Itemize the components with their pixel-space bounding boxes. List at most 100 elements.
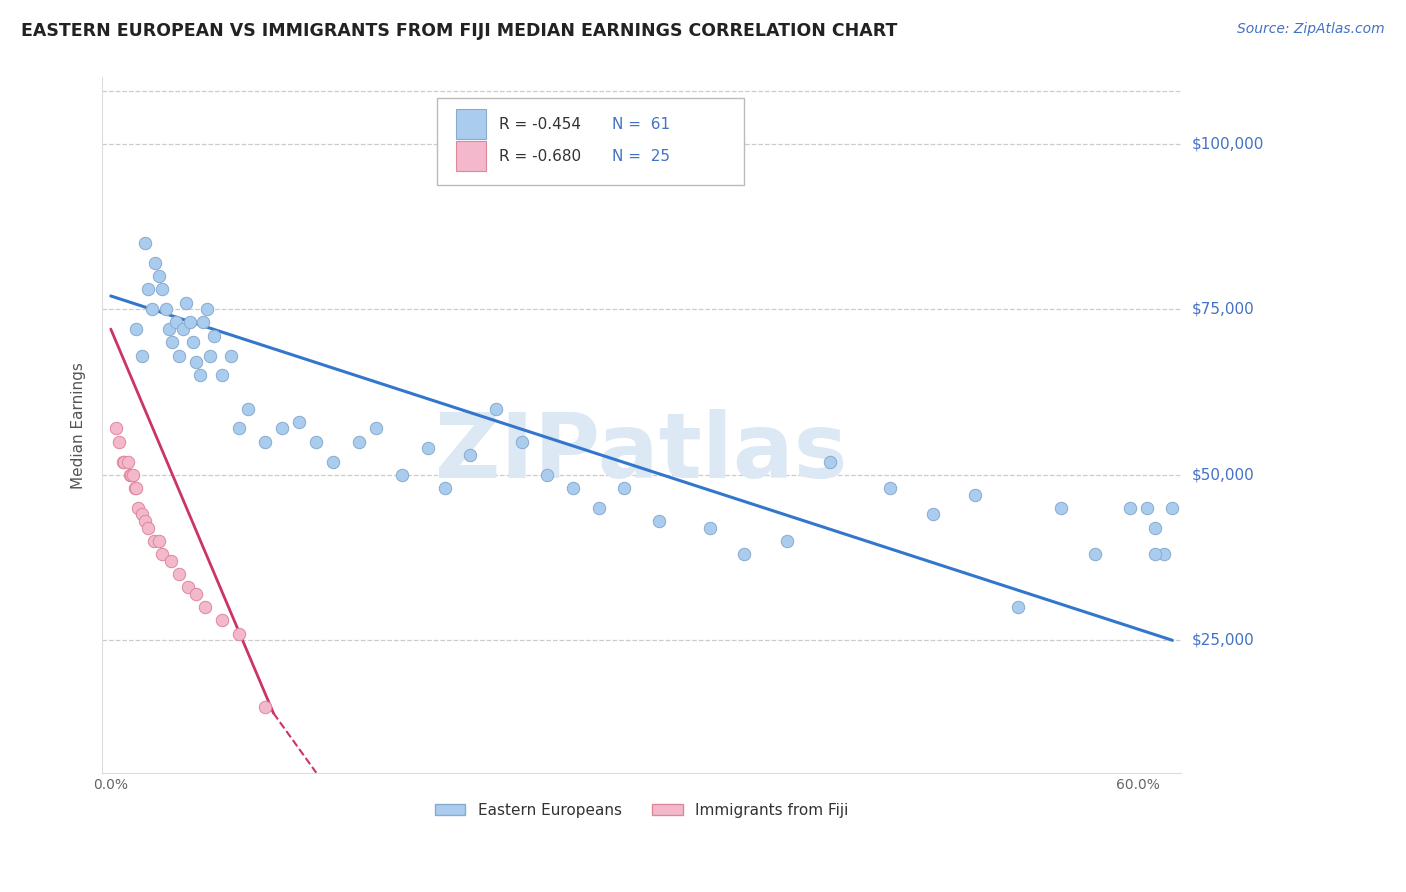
Point: [155, 302, 177, 317]
Point: [613, 481, 636, 495]
FancyBboxPatch shape: [437, 98, 744, 186]
Text: ZIPatlas: ZIPatlas: [436, 409, 848, 497]
Point: [236, 401, 259, 416]
Point: [134, 235, 156, 250]
Point: [776, 533, 799, 548]
Point: [1007, 600, 1029, 615]
Point: [1136, 500, 1159, 515]
Point: [150, 547, 173, 561]
Point: [588, 500, 610, 515]
Point: [179, 315, 201, 329]
Point: [104, 421, 127, 435]
Point: [1118, 500, 1140, 515]
Point: [114, 454, 136, 468]
Point: [536, 467, 558, 482]
Point: [699, 521, 721, 535]
Point: [194, 600, 217, 615]
Text: EASTERN EUROPEAN VS IMMIGRANTS FROM FIJI MEDIAN EARNINGS CORRELATION CHART: EASTERN EUROPEAN VS IMMIGRANTS FROM FIJI…: [21, 22, 897, 40]
Point: [122, 467, 145, 482]
Point: [195, 302, 218, 317]
Text: N =  61: N = 61: [613, 117, 671, 131]
Point: [921, 508, 943, 522]
Point: [347, 434, 370, 449]
Point: [288, 415, 311, 429]
Point: [177, 580, 200, 594]
Point: [1144, 521, 1167, 535]
Point: [157, 322, 180, 336]
Y-axis label: Median Earnings: Median Earnings: [72, 361, 86, 489]
FancyBboxPatch shape: [456, 110, 486, 138]
Point: [186, 355, 208, 369]
Point: [150, 282, 173, 296]
Point: [1144, 547, 1167, 561]
Text: $100,000: $100,000: [1192, 136, 1264, 151]
Point: [485, 401, 508, 416]
Point: [211, 368, 233, 383]
Point: [131, 349, 153, 363]
Point: [562, 481, 585, 495]
Point: [181, 335, 204, 350]
Point: [138, 282, 160, 296]
Text: R = -0.680: R = -0.680: [499, 148, 581, 163]
Point: [125, 322, 148, 336]
Point: [253, 434, 276, 449]
Point: [648, 514, 671, 528]
Point: [159, 554, 181, 568]
Point: [138, 521, 160, 535]
Point: [125, 481, 148, 495]
Point: [1161, 500, 1184, 515]
Point: [117, 454, 139, 468]
Point: [174, 295, 197, 310]
Legend: Eastern Europeans, Immigrants from Fiji: Eastern Europeans, Immigrants from Fiji: [429, 797, 855, 824]
Point: [391, 467, 413, 482]
Point: [111, 454, 134, 468]
Point: [460, 448, 482, 462]
Point: [228, 421, 250, 435]
Point: [169, 349, 191, 363]
Point: [219, 349, 242, 363]
Point: [433, 481, 456, 495]
Point: [148, 533, 170, 548]
Point: [1050, 500, 1073, 515]
Point: [818, 454, 841, 468]
Point: [965, 488, 987, 502]
Point: [141, 302, 163, 317]
Point: [118, 467, 141, 482]
Point: [142, 533, 165, 548]
Point: [1084, 547, 1107, 561]
Point: [198, 349, 221, 363]
Point: [271, 421, 294, 435]
Point: [228, 626, 250, 640]
Point: [127, 500, 149, 515]
Text: $50,000: $50,000: [1192, 467, 1254, 483]
Point: [186, 587, 208, 601]
Point: [322, 454, 344, 468]
Point: [416, 442, 439, 456]
Point: [202, 328, 225, 343]
Point: [124, 481, 146, 495]
Text: Source: ZipAtlas.com: Source: ZipAtlas.com: [1237, 22, 1385, 37]
Point: [143, 256, 166, 270]
Point: [366, 421, 388, 435]
Point: [131, 508, 153, 522]
Point: [879, 481, 901, 495]
Point: [108, 434, 131, 449]
Point: [510, 434, 533, 449]
Point: [134, 514, 156, 528]
Point: [172, 322, 194, 336]
Point: [211, 614, 233, 628]
Point: [188, 368, 211, 383]
Point: [253, 699, 276, 714]
Point: [148, 269, 170, 284]
Point: [1153, 547, 1175, 561]
FancyBboxPatch shape: [456, 142, 486, 170]
Point: [733, 547, 755, 561]
Text: $25,000: $25,000: [1192, 632, 1254, 648]
Text: R = -0.454: R = -0.454: [499, 117, 581, 131]
Point: [169, 567, 191, 582]
Point: [120, 467, 142, 482]
Point: [193, 315, 215, 329]
Text: $75,000: $75,000: [1192, 301, 1254, 317]
Text: N =  25: N = 25: [613, 148, 671, 163]
Point: [165, 315, 187, 329]
